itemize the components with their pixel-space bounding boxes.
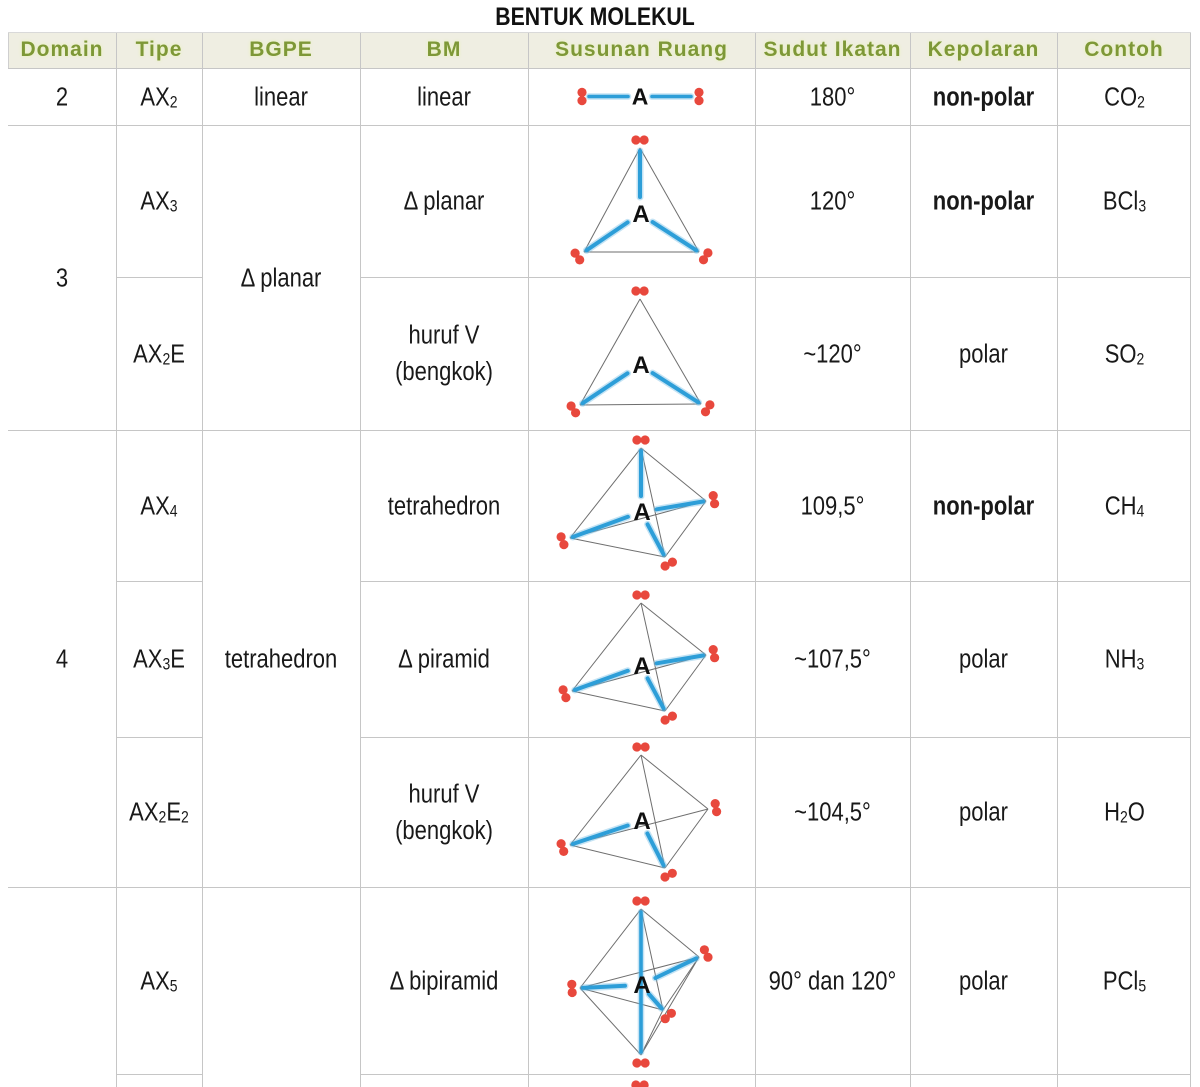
svg-text:A: A bbox=[632, 352, 649, 379]
svg-text:A: A bbox=[633, 972, 650, 999]
svg-text:A: A bbox=[633, 499, 650, 526]
svg-text:A: A bbox=[632, 84, 649, 110]
svg-text:A: A bbox=[633, 808, 650, 835]
svg-text:A: A bbox=[632, 201, 649, 228]
svg-text:A: A bbox=[633, 653, 650, 680]
